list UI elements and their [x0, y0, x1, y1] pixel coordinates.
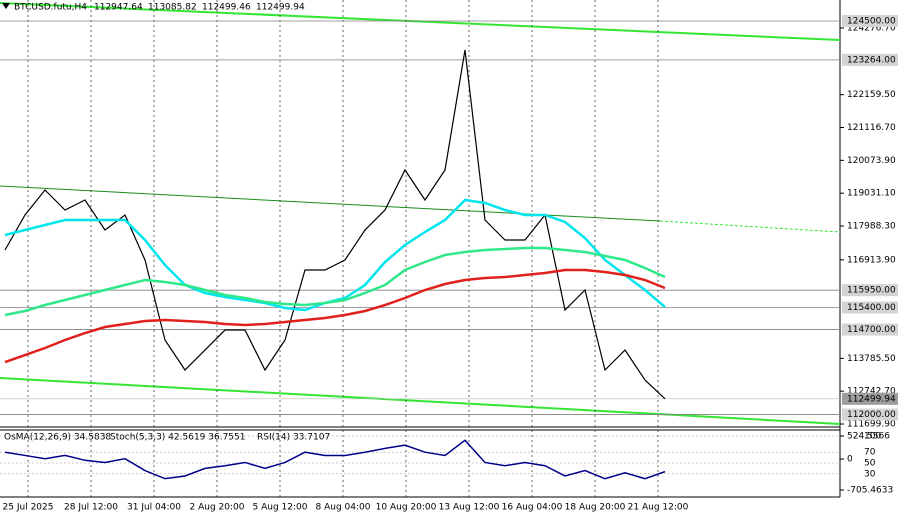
- x-tick-label: 10 Aug 20:00: [376, 503, 437, 513]
- x-tick-label: 16 Aug 04:00: [502, 503, 563, 513]
- trend-line: [0, 185, 661, 222]
- chart-title: BTCUSD.futu,H4: [14, 3, 87, 13]
- rsi-tick-label: 50: [864, 459, 876, 469]
- moving-average: [4, 268, 666, 364]
- y-tick-label: 111699.90: [847, 420, 896, 430]
- trend-line: [0, 377, 841, 425]
- rsi-tick-label: 100: [864, 432, 881, 442]
- level-label: 123264.00: [847, 55, 896, 65]
- level-label: 114700.00: [847, 325, 896, 335]
- trend-line: [0, 2, 841, 41]
- osma-tick-label: 0: [847, 455, 853, 465]
- level-label: 115400.00: [847, 303, 896, 313]
- x-tick-label: 5 Aug 12:00: [253, 503, 308, 513]
- ohlc-close: 112499.94: [256, 3, 305, 13]
- level-label: 115950.00: [847, 286, 896, 296]
- x-tick-label: 2 Aug 20:00: [190, 503, 245, 513]
- x-tick-label: 18 Aug 20:00: [565, 503, 626, 513]
- level-label-box: [842, 284, 898, 297]
- osma-tick-label: 524.5566: [847, 432, 890, 442]
- y-tick-label: 113785.50: [847, 354, 896, 364]
- indicator-title: OsMA(12,26,9) 34.5838: [4, 433, 111, 443]
- level-label-box: [842, 53, 898, 66]
- x-tick-label: 21 Aug 12:00: [628, 503, 689, 513]
- y-tick-label: 117988.30: [847, 222, 896, 232]
- indicator-title: RSI(14) 33.7107: [257, 433, 330, 443]
- ohlc-open: 112947.64: [94, 3, 143, 13]
- y-tick-label: 121116.70: [847, 123, 896, 133]
- y-tick-label: 124276.70: [847, 24, 896, 34]
- symbol-icon: [2, 3, 10, 9]
- y-tick-label: 122159.50: [847, 90, 896, 100]
- indicator-title: Stoch(5,3,3) 42.5619 36.7551: [110, 433, 245, 443]
- osma-tick-label: -705.4633: [847, 486, 893, 496]
- level-label-box: [842, 14, 898, 27]
- last-price-label: 112499.94: [847, 394, 896, 404]
- y-tick-label: 116913.90: [847, 255, 896, 265]
- trend-line: [659, 220, 841, 233]
- last-price-box: [842, 392, 898, 405]
- rsi-line: [4, 439, 666, 480]
- ohlc-high: 113085.82: [148, 3, 197, 13]
- x-tick-label: 25 Jul 2025: [3, 503, 54, 513]
- moving-average: [4, 246, 666, 317]
- level-label-box: [842, 323, 898, 336]
- ohlc-low: 112499.46: [202, 3, 251, 13]
- x-tick-label: 13 Aug 12:00: [439, 503, 500, 513]
- x-tick-label: 31 Jul 04:00: [127, 503, 181, 513]
- y-tick-label: 120073.90: [847, 156, 896, 166]
- price-line: [4, 49, 666, 400]
- level-label: 112000.00: [847, 410, 896, 420]
- x-tick-label: 8 Aug 04:00: [316, 503, 371, 513]
- y-tick-label: 119031.10: [847, 189, 896, 199]
- y-tick-label: 112742.70: [847, 387, 896, 397]
- level-label-box: [842, 301, 898, 314]
- x-tick-label: 28 Jul 12:00: [64, 503, 118, 513]
- level-label-box: [842, 408, 898, 421]
- rsi-tick-label: 30: [864, 469, 876, 479]
- level-label: 124500.00: [847, 16, 896, 26]
- rsi-tick-label: 70: [864, 448, 876, 458]
